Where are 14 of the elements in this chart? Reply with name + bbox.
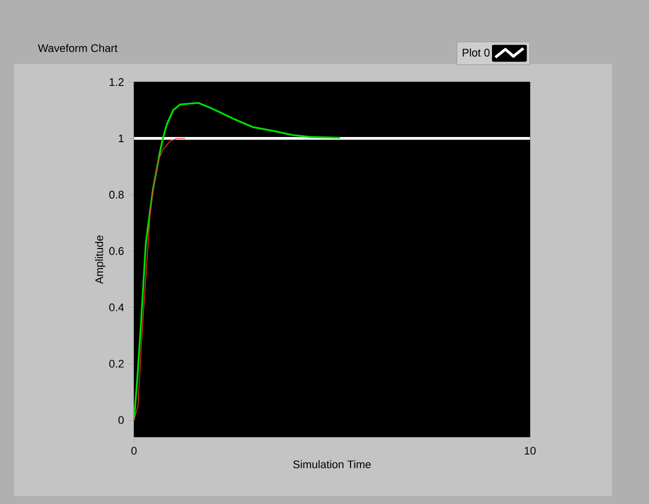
y-tick-label: 0.6 (109, 247, 124, 255)
legend-label: Plot 0 (462, 48, 490, 57)
y-tick-label: 1.2 (110, 78, 124, 86)
y-tick-label: 1 (118, 134, 124, 142)
chart-title: Waveform Chart (38, 44, 118, 52)
y-axis-title: Amplitude (95, 236, 106, 284)
line-series (134, 102, 341, 421)
line-series (134, 138, 186, 420)
y-tick-label: 0.4 (109, 304, 124, 312)
x-tick-label: 10 (524, 446, 536, 455)
y-tick-label: 0.2 (109, 360, 124, 368)
x-axis-title: Simulation Time (293, 460, 371, 468)
y-tick-label: 0.8 (109, 190, 124, 199)
y-tick-label: 0 (118, 416, 124, 424)
